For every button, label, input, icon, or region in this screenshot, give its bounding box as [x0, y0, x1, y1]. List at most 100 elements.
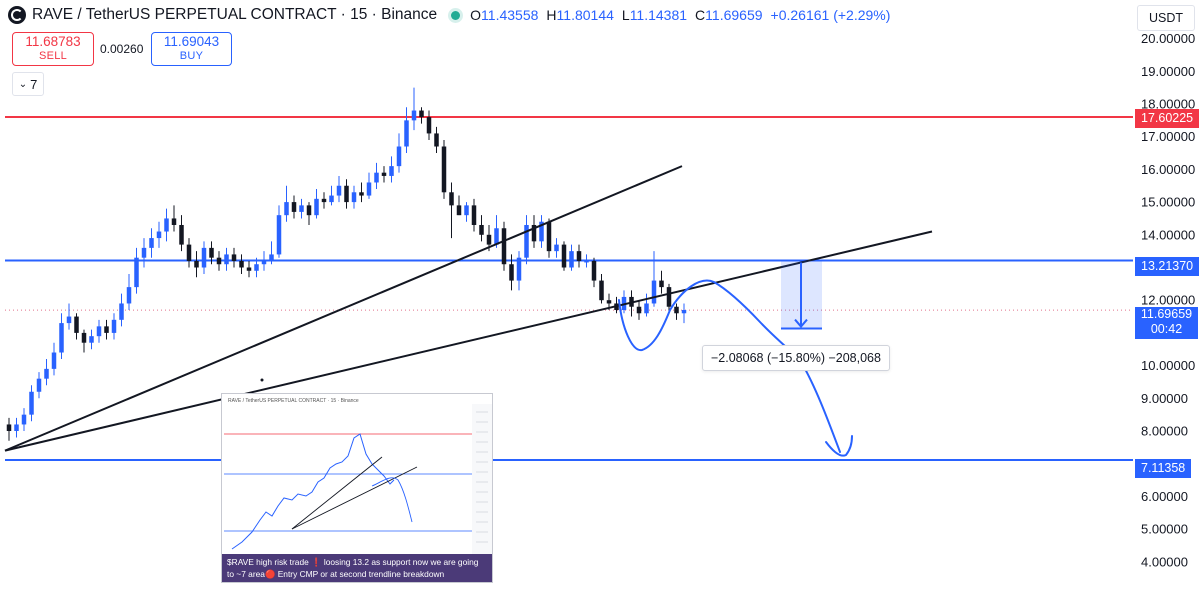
inset-chart-thumbnail: RAVE / TetherUS PERPETUAL CONTRACT · 15 … — [221, 393, 493, 583]
binance-logo-icon — [8, 6, 26, 24]
candle-body — [524, 224, 529, 258]
inset-caption-line-1: $RAVE high risk trade ❗ loosing 13.2 as … — [227, 557, 479, 567]
candle-body — [479, 224, 484, 235]
inset-axis-bg — [472, 404, 492, 554]
candle-body — [501, 228, 507, 265]
y-tick-label: 4.00000 — [1141, 554, 1188, 569]
inset-projection-arrow — [371, 477, 413, 523]
candle-body — [599, 280, 604, 301]
candle-body — [374, 172, 379, 183]
low-value: 11.14381 — [629, 7, 688, 23]
sell-button[interactable]: 11.68783 SELL — [12, 32, 94, 66]
candle-body — [494, 228, 499, 245]
price-range-arrow-head — [794, 318, 808, 329]
candle-body — [471, 205, 477, 225]
candle-body — [636, 306, 642, 314]
candle-body — [254, 264, 259, 271]
y-tick-label: 8.00000 — [1141, 424, 1188, 439]
candle-body — [231, 254, 237, 261]
candle-body — [411, 110, 417, 121]
candle-body — [134, 257, 139, 288]
symbol-title[interactable]: RAVE / TetherUS PERPETUAL CONTRACT · 15 … — [32, 6, 438, 23]
indicators-toggle-button[interactable]: ⌄ 7 — [12, 72, 44, 96]
candle-body — [306, 205, 312, 216]
candle-body — [96, 326, 102, 337]
inset-trendline-steep — [291, 456, 383, 530]
inset-header: RAVE / TetherUS PERPETUAL CONTRACT · 15 … — [228, 398, 359, 404]
sell-price: 11.68783 — [25, 34, 81, 49]
candle-body — [201, 247, 207, 268]
candle-body — [269, 254, 274, 261]
candle-body — [449, 192, 454, 206]
candle-body — [396, 146, 402, 167]
candle-body — [276, 215, 282, 255]
candle-body — [44, 368, 49, 379]
candle-body — [36, 378, 42, 392]
candle-body — [194, 260, 199, 268]
candle-body — [531, 224, 537, 242]
candle-body — [29, 391, 34, 415]
chevron-down-icon: ⌄ — [18, 78, 28, 90]
spread-value: 0.00260 — [100, 42, 144, 56]
inset-trendline-shallow — [291, 466, 418, 530]
candle-body — [681, 310, 687, 314]
inset-price-line — [231, 433, 395, 550]
candle-body — [591, 260, 597, 281]
candle-body — [419, 110, 424, 118]
candle-body — [66, 316, 72, 324]
candle-body — [126, 287, 132, 304]
candle-body — [644, 303, 649, 314]
lower-level-price-label: 7.11358 — [1135, 459, 1192, 478]
candle-body — [149, 238, 154, 248]
candle-body — [441, 146, 447, 193]
candle-body — [381, 172, 387, 176]
high-value: 11.80144 — [556, 7, 614, 23]
candle-body — [141, 247, 147, 258]
candle-body — [81, 332, 87, 343]
price-change: +0.26161 (+2.29%) — [770, 7, 891, 23]
high-label: H — [546, 7, 557, 23]
last-price-value: 11.69659 — [1140, 307, 1193, 321]
y-tick-label: 5.00000 — [1141, 522, 1188, 537]
currency-button[interactable]: USDT — [1137, 5, 1195, 31]
projection-arrow-head — [825, 435, 853, 457]
candle-body — [284, 202, 289, 216]
candle-body — [171, 218, 177, 225]
candle-body — [389, 166, 394, 176]
y-tick-label: 6.00000 — [1141, 489, 1188, 504]
candle-body — [561, 244, 567, 268]
buy-price: 11.69043 — [163, 34, 220, 49]
candle-body — [651, 280, 657, 304]
y-tick-label: 9.00000 — [1141, 391, 1188, 406]
inset-caption-line-2: to ~7 area🔴 Entry CMP or at second trend… — [227, 569, 445, 579]
candle-body — [314, 198, 319, 216]
candle-body — [606, 300, 612, 304]
indicators-count: 7 — [30, 76, 38, 92]
candle-body — [351, 192, 357, 203]
sell-label: SELL — [38, 50, 68, 62]
candle-body — [546, 221, 552, 252]
open-label: O — [470, 7, 482, 23]
candle-body — [179, 224, 184, 245]
candle-body — [59, 323, 64, 353]
last-price-badge: 11.69659 00:42 — [1135, 307, 1198, 339]
candle-body — [51, 352, 57, 369]
candle-body — [434, 133, 439, 147]
symbol-header: RAVE / TetherUS PERPETUAL CONTRACT · 15 … — [8, 6, 890, 24]
candle-body — [299, 205, 304, 212]
candle-body — [486, 234, 492, 245]
candle-body — [209, 247, 214, 258]
candle-body — [164, 218, 169, 232]
candle-body — [224, 254, 229, 265]
candle-body — [216, 257, 222, 265]
y-tick-label: 17.00000 — [1141, 129, 1195, 144]
candle-body — [321, 198, 327, 203]
y-tick-label: 14.00000 — [1141, 227, 1195, 242]
trendline-shallow — [4, 230, 933, 452]
y-tick-label: 19.00000 — [1141, 64, 1195, 79]
buy-button[interactable]: 11.69043 BUY — [151, 32, 232, 66]
close-label: C — [695, 7, 706, 23]
candle-body — [509, 264, 514, 281]
